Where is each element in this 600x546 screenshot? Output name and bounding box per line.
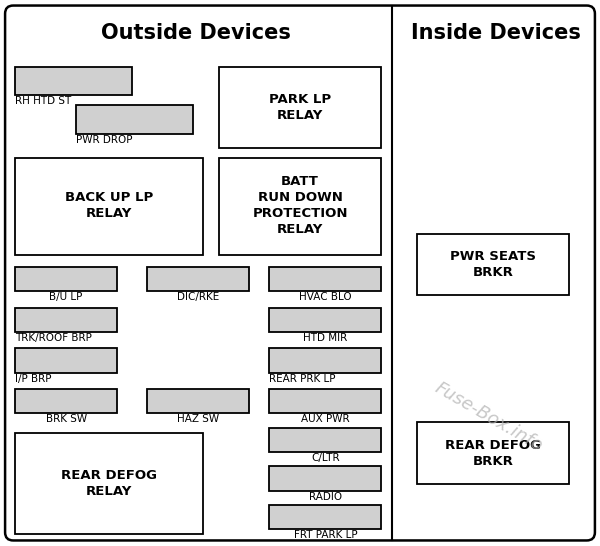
Bar — [148, 389, 249, 413]
Text: RADIO: RADIO — [309, 491, 342, 502]
Bar — [218, 158, 382, 254]
FancyBboxPatch shape — [5, 5, 595, 541]
Text: AUX PWR: AUX PWR — [301, 414, 350, 424]
Text: C/LTR: C/LTR — [311, 453, 340, 463]
Text: BACK UP LP
RELAY: BACK UP LP RELAY — [65, 192, 153, 221]
Bar — [15, 67, 132, 95]
Bar — [15, 432, 203, 535]
Bar — [269, 389, 382, 413]
Bar — [269, 428, 382, 452]
Bar — [76, 105, 193, 134]
Text: FRT PARK LP: FRT PARK LP — [293, 530, 357, 541]
Bar — [15, 267, 117, 292]
Bar — [269, 267, 382, 292]
Text: HAZ SW: HAZ SW — [177, 414, 220, 424]
Text: REAR DEFOG
RELAY: REAR DEFOG RELAY — [61, 469, 157, 498]
Bar — [15, 307, 117, 332]
Bar — [15, 348, 117, 373]
Bar — [15, 158, 203, 254]
Text: I/P BRP: I/P BRP — [15, 373, 52, 384]
Bar — [269, 307, 382, 332]
Text: Outside Devices: Outside Devices — [101, 23, 291, 43]
Bar — [148, 267, 249, 292]
Text: REAR PRK LP: REAR PRK LP — [269, 373, 336, 384]
Text: BRK SW: BRK SW — [46, 414, 86, 424]
Text: Fuse-Box.info: Fuse-Box.info — [431, 379, 545, 455]
Bar — [269, 466, 382, 491]
Text: TRK/ROOF BRP: TRK/ROOF BRP — [15, 333, 92, 343]
Bar — [15, 389, 117, 413]
Text: PWR DROP: PWR DROP — [76, 135, 133, 145]
Bar — [269, 348, 382, 373]
Text: HTD MIR: HTD MIR — [303, 333, 347, 343]
Text: DIC/RKE: DIC/RKE — [177, 292, 220, 302]
Text: PARK LP
RELAY: PARK LP RELAY — [269, 93, 331, 122]
Bar — [218, 67, 382, 148]
Text: B/U LP: B/U LP — [49, 292, 83, 302]
Text: BATT
RUN DOWN
PROTECTION
RELAY: BATT RUN DOWN PROTECTION RELAY — [252, 175, 348, 236]
Text: RH HTD ST: RH HTD ST — [15, 96, 71, 106]
Text: Inside Devices: Inside Devices — [411, 23, 581, 43]
Bar — [269, 505, 382, 529]
Bar — [417, 423, 569, 484]
Text: HVAC BLO: HVAC BLO — [299, 292, 352, 302]
Text: PWR SEATS
BRKR: PWR SEATS BRKR — [450, 251, 536, 280]
Text: REAR DEFOG
BRKR: REAR DEFOG BRKR — [445, 438, 541, 467]
Bar — [417, 234, 569, 295]
